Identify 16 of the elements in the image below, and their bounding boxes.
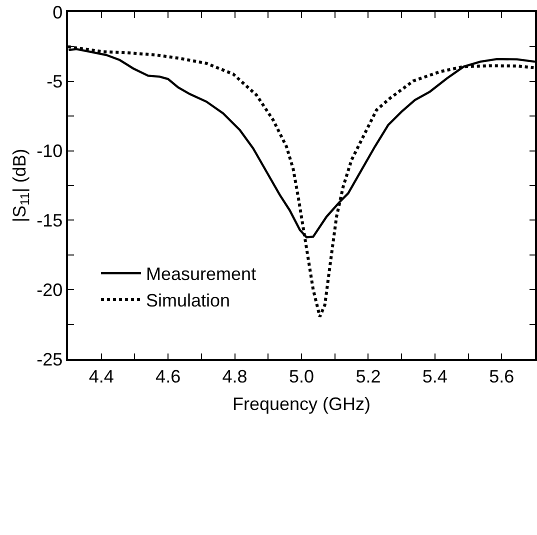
x-tick-label: 4.8 [222,366,248,386]
y-tick-label: -20 [36,280,63,300]
y-tick-label: -25 [36,349,63,370]
y-tick-label: 0 [52,2,63,22]
legend-label: Measurement [146,264,256,284]
y-tick-label: -5 [46,72,63,92]
x-tick-label: 4.6 [156,366,181,386]
x-tick-label: 5.0 [288,366,314,386]
y-tick-label: -15 [36,210,63,230]
y-tick-label: -10 [36,141,63,162]
x-tick-label: 4.4 [88,366,114,386]
legend-label: Simulation [146,290,230,311]
x-tick-label: 5.6 [489,366,514,386]
x-tick-label: 5.4 [422,366,448,386]
x-axis-title: Frequency (GHz) [232,394,371,414]
x-tick-label: 5.2 [356,366,381,386]
